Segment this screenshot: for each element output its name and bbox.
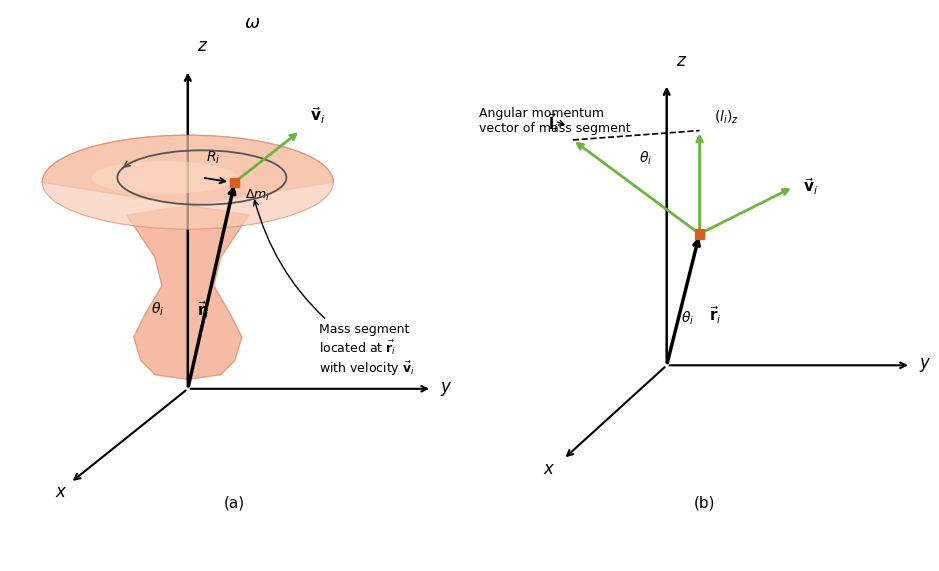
- Text: (a): (a): [224, 496, 245, 511]
- Text: $\theta_i$: $\theta_i$: [681, 309, 694, 327]
- Text: $y$: $y$: [439, 380, 453, 398]
- Text: $(l_i)_z$: $(l_i)_z$: [714, 108, 739, 126]
- Text: $\Delta m_i$: $\Delta m_i$: [245, 188, 270, 203]
- Text: $y$: $y$: [918, 356, 931, 375]
- Text: $x$: $x$: [54, 483, 68, 501]
- Text: $\vec{\mathbf{l}}_i$: $\vec{\mathbf{l}}_i$: [548, 111, 559, 135]
- Text: $x$: $x$: [543, 460, 556, 477]
- Text: $\omega$: $\omega$: [244, 14, 260, 31]
- Text: $z$: $z$: [676, 51, 687, 70]
- Text: $R_i$: $R_i$: [207, 150, 221, 166]
- Text: $\theta_i$: $\theta_i$: [639, 150, 653, 167]
- Ellipse shape: [42, 135, 333, 229]
- Bar: [230, 178, 239, 187]
- Text: $\vec{\mathbf{r}}_i$: $\vec{\mathbf{r}}_i$: [709, 304, 721, 326]
- Polygon shape: [42, 135, 333, 379]
- Text: $\vec{\mathbf{r}}_i$: $\vec{\mathbf{r}}_i$: [197, 300, 209, 321]
- Bar: [695, 229, 704, 239]
- Ellipse shape: [92, 161, 238, 194]
- Text: $z$: $z$: [197, 38, 208, 55]
- Text: (b): (b): [694, 496, 715, 511]
- Text: $\vec{\mathbf{v}}_i$: $\vec{\mathbf{v}}_i$: [310, 105, 325, 126]
- Text: $\vec{\mathbf{v}}_i$: $\vec{\mathbf{v}}_i$: [803, 176, 818, 197]
- Text: Mass segment
located at $\vec{\mathbf{r}}_i$
with velocity $\vec{\mathbf{v}}_i$: Mass segment located at $\vec{\mathbf{r}…: [254, 200, 415, 378]
- Text: Angular momentum
vector of mass segment: Angular momentum vector of mass segment: [479, 107, 630, 135]
- Text: $\theta_i$: $\theta_i$: [151, 300, 164, 317]
